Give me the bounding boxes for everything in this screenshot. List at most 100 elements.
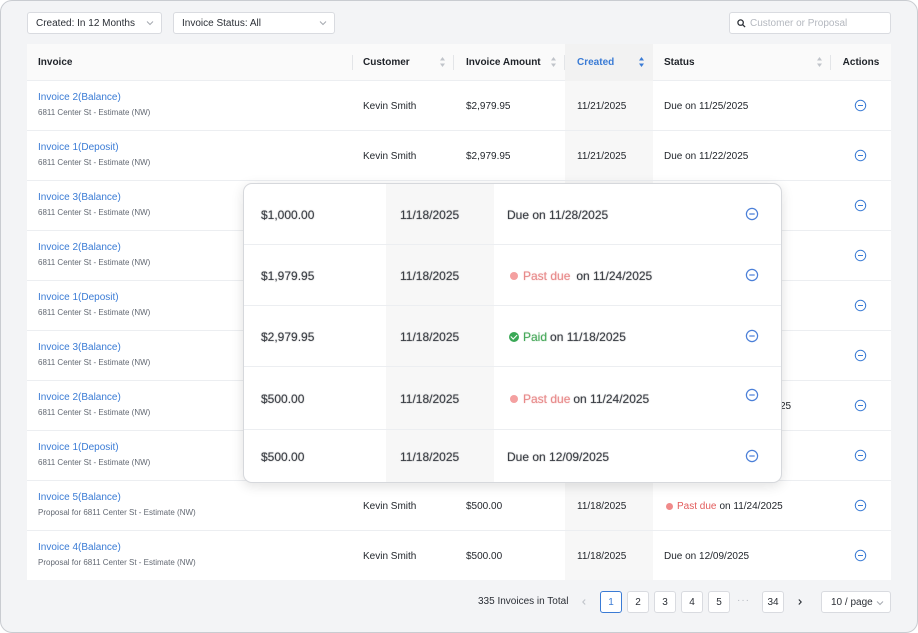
more-actions-icon[interactable] — [854, 349, 867, 362]
table-row: Invoice 4(Balance) Proposal for 6811 Cent… — [27, 531, 891, 581]
status-cell: Past due on 11/24/2025 — [666, 481, 783, 531]
overlay-amount: $500.00 — [261, 391, 305, 406]
created-cell: 11/18/2025 — [577, 550, 627, 562]
invoice-link[interactable]: Invoice 3(Balance) — [38, 342, 121, 353]
past-due-dot-icon — [510, 271, 518, 280]
overlay-created: 11/18/2025 — [400, 268, 460, 283]
invoice-link[interactable]: Invoice 2(Balance) — [38, 242, 121, 253]
more-actions-icon[interactable] — [854, 249, 867, 262]
past-due-dot-icon — [510, 394, 518, 403]
overlay-row: $1,979.95 11/18/2025 Past due on 11/24/2… — [244, 245, 781, 306]
status-filter-value: Invoice Status: All — [182, 17, 261, 29]
created-filter-select[interactable]: Created: In 12 Months — [27, 12, 162, 34]
page-button[interactable]: 2 — [627, 591, 649, 613]
header-status[interactable]: Status — [653, 44, 831, 81]
amount-cell: $500.00 — [466, 500, 503, 512]
overlay-status: Due on 11/28/2025 — [507, 207, 609, 222]
page-button[interactable]: 5 — [708, 591, 730, 613]
table-row: Invoice 5(Balance) Proposal for 6811 Cent… — [27, 481, 891, 531]
overlay-amount: $1,979.95 — [261, 268, 315, 283]
invoice-link[interactable]: Invoice 5(Balance) — [38, 492, 121, 503]
created-cell: 11/21/2025 — [577, 150, 627, 162]
invoice-subtitle: 6811 Center St - Estimate (NW) — [38, 458, 151, 467]
more-actions-icon[interactable] — [854, 149, 867, 162]
invoice-link[interactable]: Invoice 4(Balance) — [38, 542, 121, 553]
more-actions-icon[interactable] — [854, 499, 867, 512]
invoice-link[interactable]: Invoice 1(Deposit) — [38, 292, 119, 303]
status-date: on 11/24/2025 — [719, 500, 783, 512]
invoice-subtitle: Proposal for 6811 Center St - Estimate (… — [38, 558, 196, 567]
paid-check-icon — [509, 331, 519, 342]
page-size-select[interactable]: 10 / page — [821, 591, 891, 613]
header-actions: Actions — [842, 57, 880, 68]
overlay-created: 11/18/2025 — [400, 329, 460, 344]
more-actions-icon[interactable] — [854, 449, 867, 462]
overlay-amount: $2,979.95 — [261, 329, 315, 344]
amount-cell: $500.00 — [466, 550, 503, 562]
overlay-created: 11/18/2025 — [400, 207, 460, 222]
page-button[interactable]: 3 — [654, 591, 676, 613]
header-created[interactable]: Created — [565, 44, 653, 81]
invoice-subtitle: 6811 Center St - Estimate (NW) — [38, 408, 151, 417]
sort-icon-active — [639, 57, 644, 67]
past-due-badge: Past due — [523, 268, 571, 283]
invoice-subtitle: 6811 Center St - Estimate (NW) — [38, 108, 151, 117]
more-actions-icon[interactable] — [854, 99, 867, 112]
more-actions-icon[interactable] — [745, 268, 759, 282]
status-filter-select[interactable]: Invoice Status: All — [173, 12, 335, 34]
prev-page-button[interactable] — [573, 591, 595, 613]
table-row: Invoice 1(Deposit) 6811 Center St - Estim… — [27, 131, 891, 181]
invoice-link[interactable]: Invoice 2(Balance) — [38, 392, 121, 403]
header-invoice-amount[interactable]: Invoice Amount — [454, 44, 565, 81]
chevron-down-icon — [146, 21, 154, 26]
created-filter-value: Created: In 12 Months — [36, 17, 135, 29]
invoice-link[interactable]: Invoice 1(Deposit) — [38, 442, 119, 453]
status-cell: Due on 11/22/2025 — [664, 150, 749, 162]
more-actions-icon[interactable] — [745, 329, 759, 343]
overlay-created-column — [386, 184, 494, 482]
invoice-link[interactable]: Invoice 3(Balance) — [38, 192, 121, 203]
overlay-row: $500.00 11/18/2025 Past due on 11/24/202… — [244, 367, 781, 430]
chevron-down-icon — [876, 601, 884, 606]
header-customer[interactable]: Customer — [353, 44, 454, 81]
customer-cell: Kevin Smith — [363, 500, 417, 512]
invoice-link[interactable]: Invoice 2(Balance) — [38, 92, 121, 103]
overlay-amount: $1,000.00 — [261, 207, 315, 222]
more-actions-icon[interactable] — [745, 207, 759, 221]
overlay-row: $500.00 11/18/2025 Due on 12/09/2025 — [244, 430, 781, 482]
more-actions-icon[interactable] — [854, 399, 867, 412]
more-actions-icon[interactable] — [854, 299, 867, 312]
overlay-created: 11/18/2025 — [400, 450, 460, 464]
more-actions-icon[interactable] — [854, 549, 867, 562]
status-date: on 11/18/2025 — [550, 329, 626, 344]
overlay-row: $2,979.95 11/18/2025 Paid on 11/18/2025 — [244, 306, 781, 367]
page-button[interactable]: 4 — [681, 591, 703, 613]
next-page-button[interactable] — [789, 591, 811, 613]
past-due-dot-icon — [666, 502, 673, 510]
overlay-amount: $500.00 — [261, 450, 305, 464]
more-actions-icon[interactable] — [854, 199, 867, 212]
search-box[interactable] — [729, 12, 891, 34]
past-due-badge: Past due — [677, 500, 717, 512]
page-ellipsis[interactable]: ··· — [737, 595, 750, 606]
more-actions-icon[interactable] — [745, 449, 759, 463]
page-button[interactable]: 1 — [600, 591, 622, 613]
status-cell-partial: 25 — [780, 400, 792, 412]
invoice-subtitle: 6811 Center St - Estimate (NW) — [38, 158, 151, 167]
chevron-right-icon — [798, 599, 802, 605]
paid-badge: Paid — [523, 329, 548, 344]
search-input[interactable] — [750, 17, 880, 29]
overlay-status: Past due on 11/24/2025 — [510, 367, 649, 430]
page-button-last[interactable]: 34 — [762, 591, 784, 613]
invoice-subtitle: 6811 Center St - Estimate (NW) — [38, 358, 151, 367]
chevron-left-icon — [582, 599, 586, 605]
customer-cell: Kevin Smith — [363, 100, 417, 112]
status-date: on 11/24/2025 — [573, 391, 650, 406]
status-cell: Due on 11/25/2025 — [664, 100, 749, 112]
invoice-link[interactable]: Invoice 1(Deposit) — [38, 142, 119, 153]
total-count: 335 Invoices in Total — [478, 596, 569, 607]
table-header: Invoice Customer Invoice Amount Created … — [27, 44, 891, 81]
more-actions-icon[interactable] — [745, 388, 759, 402]
zoomed-rows-overlay: $1,000.00 11/18/2025 Due on 11/28/2025 $… — [243, 183, 782, 483]
